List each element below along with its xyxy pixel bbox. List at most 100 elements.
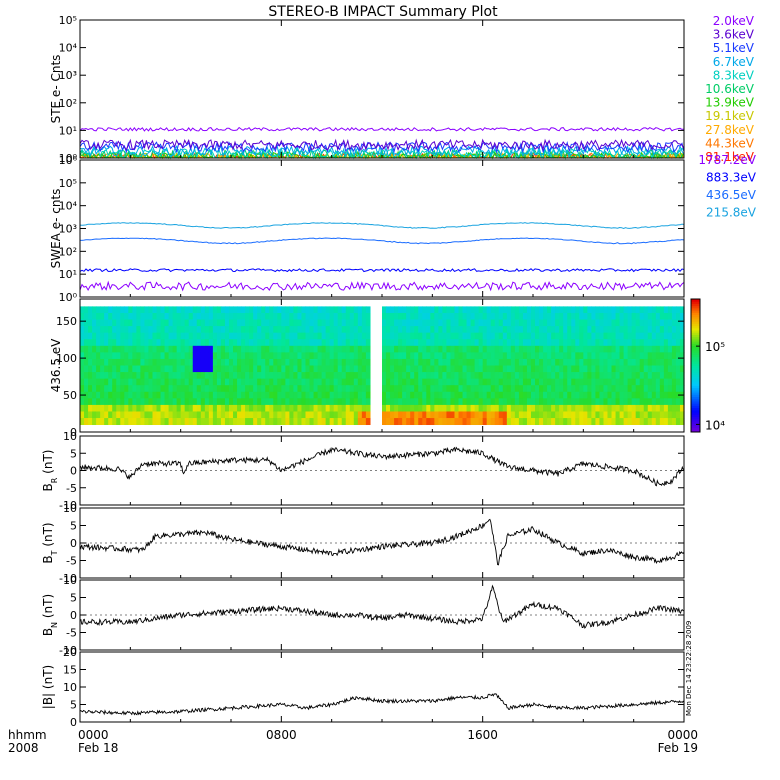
- heatmap-cell: [160, 332, 166, 340]
- heatmap-cell: [116, 345, 121, 353]
- heatmap-cell: [269, 418, 274, 426]
- heatmap-cell: [583, 358, 588, 366]
- heatmap-cell: [567, 411, 572, 419]
- heatmap-cell: [382, 372, 387, 380]
- heatmap-cell: [667, 358, 673, 366]
- colorbar-swatch: [691, 396, 700, 400]
- heatmap-cell: [120, 345, 125, 353]
- heatmap-cell: [112, 339, 117, 347]
- heatmap-cell: [188, 391, 194, 399]
- heatmap-cell: [156, 385, 162, 393]
- heatmap-cell: [273, 306, 278, 314]
- heatmap-cell: [510, 306, 516, 314]
- heatmap-cell: [446, 398, 452, 406]
- heatmap-cell: [196, 332, 202, 340]
- heatmap-cell: [357, 319, 363, 327]
- heatmap-cell: [96, 398, 101, 406]
- heatmap-cell: [136, 411, 141, 419]
- heatmap-cell: [80, 339, 85, 347]
- heatmap-cell: [164, 358, 170, 366]
- heatmap-cell: [136, 378, 141, 386]
- heatmap-cell: [615, 372, 621, 380]
- heatmap-cell: [144, 339, 150, 347]
- heatmap-cell: [535, 372, 540, 380]
- heatmap-cell: [148, 372, 154, 380]
- heatmap-cell: [502, 365, 508, 373]
- heatmap-cell: [361, 326, 367, 334]
- heatmap-cell: [100, 398, 105, 406]
- heatmap-cell: [502, 358, 508, 366]
- heatmap-cell: [506, 306, 512, 314]
- heatmap-cell: [398, 411, 403, 419]
- heatmap-cell: [249, 319, 254, 327]
- heatmap-cell: [176, 378, 182, 386]
- heatmap-cell: [333, 391, 339, 399]
- heatmap-cell: [446, 345, 452, 353]
- heatmap-cell: [482, 332, 488, 340]
- heatmap-cell: [679, 332, 685, 340]
- colorbar-swatch: [691, 307, 700, 311]
- heatmap-cell: [639, 385, 645, 393]
- colorbar-swatch: [691, 345, 700, 349]
- heatmap-cell: [466, 418, 472, 426]
- heatmap-cell: [426, 404, 431, 412]
- heatmap-cell: [647, 411, 653, 419]
- heatmap-cell: [80, 365, 85, 373]
- heatmap-cell: [273, 404, 278, 412]
- heatmap-cell: [212, 332, 218, 340]
- heatmap-cell: [595, 306, 601, 314]
- colorbar-swatch: [691, 336, 700, 340]
- heatmap-cell: [309, 372, 315, 380]
- heatmap-cell: [241, 345, 246, 353]
- heatmap-cell: [591, 404, 597, 412]
- heatmap-cell: [144, 345, 150, 353]
- heatmap-cell: [579, 418, 584, 426]
- heatmap-cell: [607, 365, 613, 373]
- heatmap-cell: [587, 378, 592, 386]
- heatmap-cell: [663, 358, 669, 366]
- heatmap-cell: [184, 385, 190, 393]
- heatmap-cell: [176, 411, 182, 419]
- heatmap-cell: [530, 385, 536, 393]
- heatmap-cell: [462, 319, 468, 327]
- heatmap-cell: [301, 326, 307, 334]
- heatmap-cell: [663, 365, 669, 373]
- heatmap-cell: [345, 365, 351, 373]
- heatmap-cell: [615, 404, 621, 412]
- heatmap-cell: [249, 378, 254, 386]
- heatmap-cell: [188, 385, 194, 393]
- heatmap-cell: [659, 312, 665, 320]
- heatmap-cell: [156, 398, 162, 406]
- heatmap-cell: [132, 326, 137, 334]
- heatmap-cell: [253, 391, 258, 399]
- heatmap-cell: [176, 391, 182, 399]
- x-tick-label: 1600: [467, 728, 498, 742]
- heatmap-cell: [265, 418, 270, 426]
- heatmap-cell: [220, 326, 226, 334]
- heatmap-cell: [510, 411, 516, 419]
- heatmap-cell: [583, 385, 588, 393]
- heatmap-cell: [563, 418, 568, 426]
- heatmap-cell: [148, 418, 154, 426]
- heatmap-cell: [482, 312, 488, 320]
- heatmap-cell: [454, 411, 460, 419]
- heatmap-cell: [506, 312, 512, 320]
- heatmap-cell: [277, 372, 282, 380]
- heatmap-cell: [579, 365, 584, 373]
- heatmap-cell: [188, 339, 194, 347]
- heatmap-cell: [643, 332, 649, 340]
- heatmap-cell: [333, 352, 339, 360]
- heatmap-cell: [454, 372, 460, 380]
- heatmap-cell: [671, 404, 677, 412]
- heatmap-cell: [172, 352, 178, 360]
- heatmap-cell: [438, 391, 443, 399]
- heatmap-cell: [442, 339, 448, 347]
- heatmap-cell: [273, 332, 278, 340]
- heatmap-cell: [398, 319, 403, 327]
- heatmap-cell: [587, 312, 592, 320]
- heatmap-cell: [321, 372, 327, 380]
- heatmap-cell: [329, 339, 335, 347]
- heatmap-cell: [353, 319, 359, 327]
- heatmap-cell: [611, 411, 617, 419]
- heatmap-cell: [535, 332, 540, 340]
